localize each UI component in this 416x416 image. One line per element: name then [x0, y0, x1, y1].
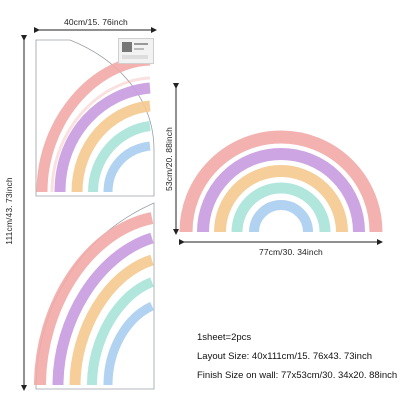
top-piece-rainbow: [36, 54, 151, 193]
top-width-label: 40cm/15. 76inch: [64, 17, 128, 27]
right-height-label: 53cm/20. 88inch: [164, 127, 174, 191]
right-width-label: 77cm/30. 34inch: [259, 247, 323, 257]
finish-size-info: Finish Size on wall: 77x53cm/30. 34x20. …: [197, 370, 398, 381]
product-thumbnail-icon: [118, 38, 154, 64]
bottom-piece-rainbow: [34, 212, 155, 386]
finished-rainbow: [179, 130, 383, 233]
sheets-info: 1sheet=2pcs: [197, 332, 252, 343]
left-height-label: 111cm/43. 73inch: [4, 177, 14, 245]
layout-size-info: Layout Size: 40x111cm/15. 76x43. 73inch: [197, 351, 372, 362]
